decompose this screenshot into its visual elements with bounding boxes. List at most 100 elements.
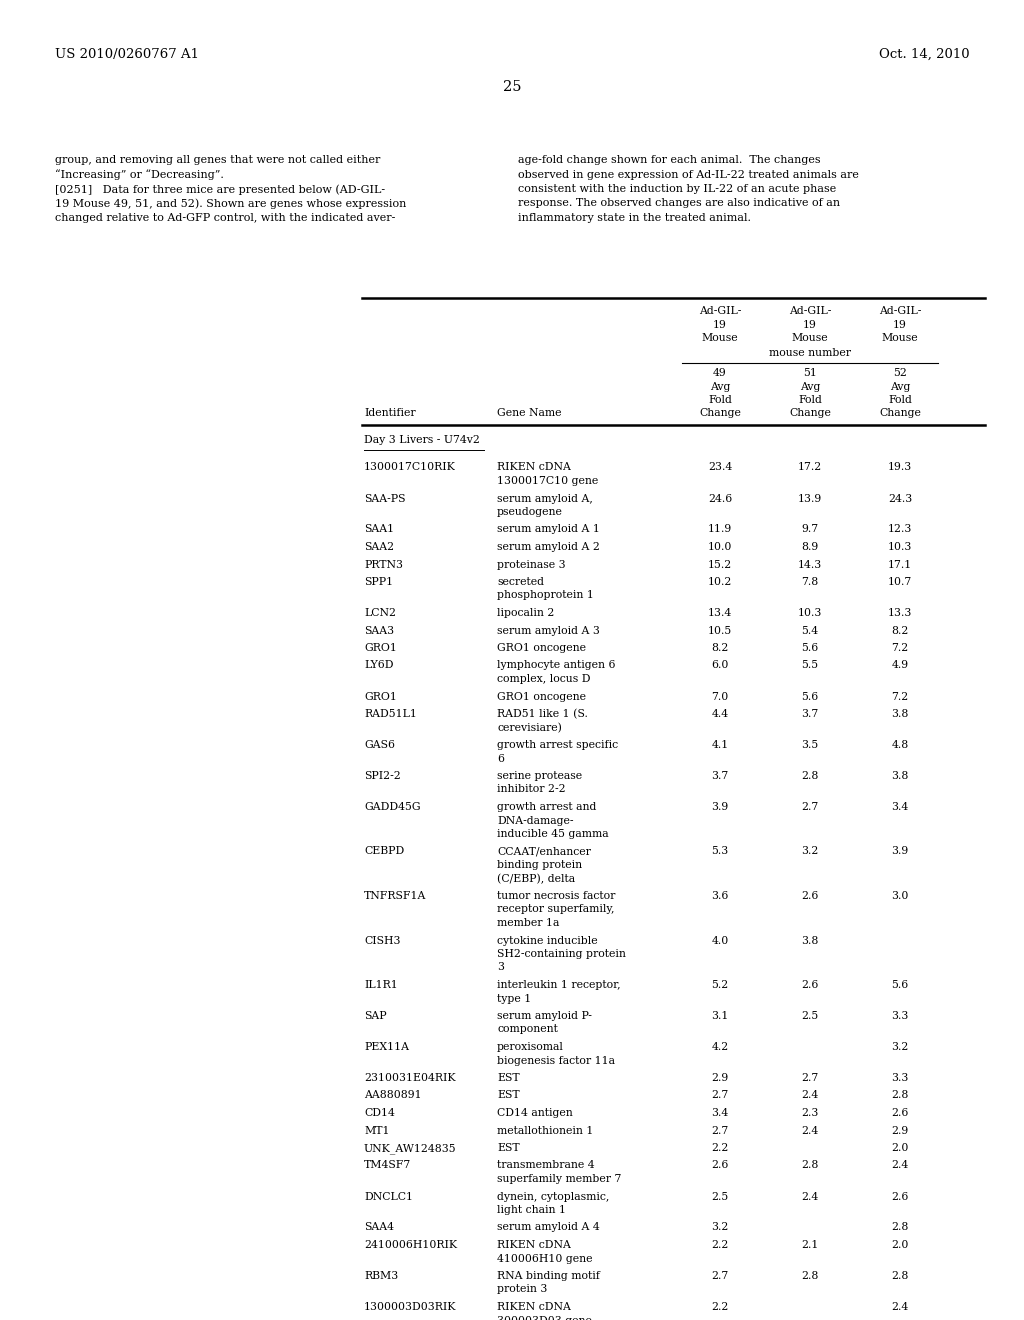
Text: TM4SF7: TM4SF7 xyxy=(364,1160,412,1171)
Text: 19.3: 19.3 xyxy=(888,462,912,473)
Text: 10.0: 10.0 xyxy=(708,543,732,552)
Text: 17.1: 17.1 xyxy=(888,560,912,569)
Text: 3.9: 3.9 xyxy=(891,846,908,857)
Text: phosphoprotein 1: phosphoprotein 1 xyxy=(497,590,594,601)
Text: 2.9: 2.9 xyxy=(712,1073,729,1082)
Text: SH2-containing protein: SH2-containing protein xyxy=(497,949,626,960)
Text: RIKEN cDNA: RIKEN cDNA xyxy=(497,1302,570,1312)
Text: DNA-damage-: DNA-damage- xyxy=(497,816,573,825)
Text: 410006H10 gene: 410006H10 gene xyxy=(497,1254,593,1263)
Text: Change: Change xyxy=(790,408,830,418)
Text: 24.3: 24.3 xyxy=(888,494,912,503)
Text: 2.0: 2.0 xyxy=(891,1143,908,1152)
Text: TNFRSF1A: TNFRSF1A xyxy=(364,891,426,902)
Text: Ad-GIL-: Ad-GIL- xyxy=(698,306,741,315)
Text: PEX11A: PEX11A xyxy=(364,1041,409,1052)
Text: 17.2: 17.2 xyxy=(798,462,822,473)
Text: metallothionein 1: metallothionein 1 xyxy=(497,1126,593,1135)
Text: 23.4: 23.4 xyxy=(708,462,732,473)
Text: 11.9: 11.9 xyxy=(708,524,732,535)
Text: 5.4: 5.4 xyxy=(802,626,818,635)
Text: inhibitor 2-2: inhibitor 2-2 xyxy=(497,784,565,795)
Text: GADD45G: GADD45G xyxy=(364,803,421,812)
Text: 2.4: 2.4 xyxy=(802,1090,818,1101)
Text: 5.6: 5.6 xyxy=(802,643,818,653)
Text: 2.6: 2.6 xyxy=(802,979,818,990)
Text: 25: 25 xyxy=(503,81,521,94)
Text: RIKEN cDNA: RIKEN cDNA xyxy=(497,1239,570,1250)
Text: SAA-PS: SAA-PS xyxy=(364,494,406,503)
Text: cytokine inducible: cytokine inducible xyxy=(497,936,598,945)
Text: mouse number: mouse number xyxy=(769,348,851,359)
Text: 2.5: 2.5 xyxy=(802,1011,818,1020)
Text: 2.8: 2.8 xyxy=(891,1090,908,1101)
Text: 3.7: 3.7 xyxy=(712,771,729,781)
Text: 2.8: 2.8 xyxy=(802,1271,818,1280)
Text: lipocalin 2: lipocalin 2 xyxy=(497,609,554,618)
Text: Gene Name: Gene Name xyxy=(497,408,561,418)
Text: 3.0: 3.0 xyxy=(891,891,908,902)
Text: SAA4: SAA4 xyxy=(364,1222,394,1233)
Text: proteinase 3: proteinase 3 xyxy=(497,560,565,569)
Text: light chain 1: light chain 1 xyxy=(497,1205,566,1214)
Text: serum amyloid A 1: serum amyloid A 1 xyxy=(497,524,600,535)
Text: pseudogene: pseudogene xyxy=(497,507,563,517)
Text: 2.9: 2.9 xyxy=(891,1126,908,1135)
Text: 3.2: 3.2 xyxy=(712,1222,729,1233)
Text: 3.8: 3.8 xyxy=(891,771,908,781)
Text: 7.8: 7.8 xyxy=(802,577,818,587)
Text: Day 3 Livers - U74v2: Day 3 Livers - U74v2 xyxy=(364,436,480,445)
Text: observed in gene expression of Ad-IL-22 treated animals are: observed in gene expression of Ad-IL-22 … xyxy=(518,169,859,180)
Text: interleukin 1 receptor,: interleukin 1 receptor, xyxy=(497,979,621,990)
Text: receptor superfamily,: receptor superfamily, xyxy=(497,904,614,915)
Text: 3: 3 xyxy=(497,962,504,973)
Text: Avg: Avg xyxy=(710,381,730,392)
Text: 2.3: 2.3 xyxy=(802,1107,818,1118)
Text: 4.1: 4.1 xyxy=(712,741,729,750)
Text: CCAAT/enhancer: CCAAT/enhancer xyxy=(497,846,591,857)
Text: 4.0: 4.0 xyxy=(712,936,729,945)
Text: 19 Mouse 49, 51, and 52). Shown are genes whose expression: 19 Mouse 49, 51, and 52). Shown are gene… xyxy=(55,198,407,209)
Text: Change: Change xyxy=(699,408,741,418)
Text: 2.0: 2.0 xyxy=(891,1239,908,1250)
Text: 2.7: 2.7 xyxy=(712,1126,729,1135)
Text: 51: 51 xyxy=(803,368,817,378)
Text: 2310031E04RIK: 2310031E04RIK xyxy=(364,1073,456,1082)
Text: 19: 19 xyxy=(893,319,907,330)
Text: 2.8: 2.8 xyxy=(891,1222,908,1233)
Text: SPP1: SPP1 xyxy=(364,577,393,587)
Text: 5.3: 5.3 xyxy=(712,846,729,857)
Text: Fold: Fold xyxy=(798,395,822,405)
Text: LCN2: LCN2 xyxy=(364,609,396,618)
Text: 15.2: 15.2 xyxy=(708,560,732,569)
Text: age-fold change shown for each animal.  The changes: age-fold change shown for each animal. T… xyxy=(518,154,820,165)
Text: 2.6: 2.6 xyxy=(891,1192,908,1201)
Text: SAA2: SAA2 xyxy=(364,543,394,552)
Text: GRO1 oncogene: GRO1 oncogene xyxy=(497,643,586,653)
Text: 3.2: 3.2 xyxy=(891,1041,908,1052)
Text: member 1a: member 1a xyxy=(497,917,559,928)
Text: Mouse: Mouse xyxy=(701,333,738,343)
Text: 6: 6 xyxy=(497,754,504,763)
Text: 10.3: 10.3 xyxy=(798,609,822,618)
Text: 7.2: 7.2 xyxy=(891,643,908,653)
Text: 3.2: 3.2 xyxy=(802,846,818,857)
Text: 10.7: 10.7 xyxy=(888,577,912,587)
Text: 2.8: 2.8 xyxy=(802,771,818,781)
Text: 6.0: 6.0 xyxy=(712,660,729,671)
Text: UNK_AW124835: UNK_AW124835 xyxy=(364,1143,457,1154)
Text: 19: 19 xyxy=(803,319,817,330)
Text: serine protease: serine protease xyxy=(497,771,582,781)
Text: response. The observed changes are also indicative of an: response. The observed changes are also … xyxy=(518,198,840,209)
Text: binding protein: binding protein xyxy=(497,861,582,870)
Text: 3.4: 3.4 xyxy=(891,803,908,812)
Text: 5.5: 5.5 xyxy=(802,660,818,671)
Text: 2.8: 2.8 xyxy=(891,1271,908,1280)
Text: 13.3: 13.3 xyxy=(888,609,912,618)
Text: transmembrane 4: transmembrane 4 xyxy=(497,1160,595,1171)
Text: growth arrest specific: growth arrest specific xyxy=(497,741,618,750)
Text: Ad-GIL-: Ad-GIL- xyxy=(879,306,922,315)
Text: superfamily member 7: superfamily member 7 xyxy=(497,1173,622,1184)
Text: consistent with the induction by IL-22 of an acute phase: consistent with the induction by IL-22 o… xyxy=(518,183,837,194)
Text: biogenesis factor 11a: biogenesis factor 11a xyxy=(497,1056,615,1065)
